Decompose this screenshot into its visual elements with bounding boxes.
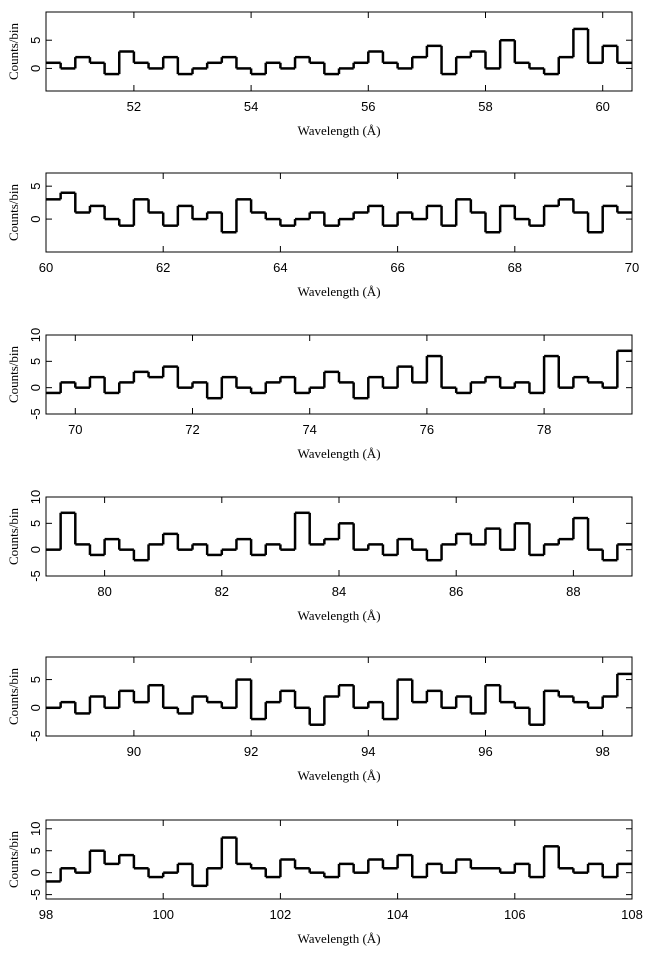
x-axis-label: Wavelength (Å): [297, 446, 380, 461]
x-tick-label: 76: [420, 422, 434, 437]
y-tick-label: 10: [28, 822, 43, 836]
plot-frame: [45, 11, 633, 92]
x-tick-label: 74: [302, 422, 316, 437]
x-tick-label: 62: [156, 260, 170, 275]
y-tick-label: -5: [28, 570, 43, 582]
x-axis-label: Wavelength (Å): [297, 284, 380, 299]
y-tick-label: -5: [28, 889, 43, 901]
x-tick-label: 96: [478, 744, 492, 759]
x-tick-label: 72: [185, 422, 199, 437]
x-tick-label: 94: [361, 744, 375, 759]
x-tick-label: 60: [595, 99, 609, 114]
x-tick-label: 90: [127, 744, 141, 759]
x-tick-label: 64: [273, 260, 287, 275]
y-tick-label: 5: [28, 37, 43, 44]
plot-frame: [45, 496, 633, 577]
y-tick-label: 5: [28, 358, 43, 365]
y-tick-label: 10: [28, 328, 43, 342]
y-tick-label: 5: [28, 676, 43, 683]
x-tick-label: 102: [270, 907, 292, 922]
y-tick-label: 5: [28, 520, 43, 527]
y-axis-label: Counts/bin: [6, 183, 21, 241]
y-tick-label: -5: [28, 730, 43, 742]
x-tick-label: 70: [625, 260, 639, 275]
x-tick-label: 98: [39, 907, 53, 922]
x-tick-label: 88: [566, 584, 580, 599]
x-tick-label: 98: [595, 744, 609, 759]
plot-frame: [45, 172, 633, 253]
x-tick-label: 84: [332, 584, 346, 599]
plot-frame: [45, 656, 633, 737]
y-tick-label: 5: [28, 847, 43, 854]
x-tick-label: 86: [449, 584, 463, 599]
y-axis-label: Counts/bin: [6, 22, 21, 80]
x-tick-label: 92: [244, 744, 258, 759]
y-tick-label: 0: [28, 546, 43, 553]
x-axis-label: Wavelength (Å): [297, 768, 380, 783]
y-tick-label: 0: [28, 384, 43, 391]
plot-frame: [45, 334, 633, 415]
x-tick-label: 106: [504, 907, 526, 922]
y-axis-label: Counts/bin: [6, 507, 21, 565]
y-tick-label: 0: [28, 869, 43, 876]
y-axis-label: Counts/bin: [6, 667, 21, 725]
x-tick-label: 58: [478, 99, 492, 114]
x-tick-label: 60: [39, 260, 53, 275]
y-tick-label: 10: [28, 490, 43, 504]
y-tick-label: 0: [28, 65, 43, 72]
x-tick-label: 104: [387, 907, 409, 922]
x-tick-label: 54: [244, 99, 258, 114]
x-tick-label: 82: [215, 584, 229, 599]
y-tick-label: -5: [28, 408, 43, 420]
x-tick-label: 70: [68, 422, 82, 437]
plot-frame: [45, 819, 633, 900]
y-axis-label: Counts/bin: [6, 830, 21, 888]
x-tick-label: 66: [390, 260, 404, 275]
y-tick-label: 5: [28, 183, 43, 190]
x-tick-label: 68: [508, 260, 522, 275]
x-axis-label: Wavelength (Å): [297, 931, 380, 946]
x-tick-label: 108: [621, 907, 643, 922]
x-tick-label: 80: [97, 584, 111, 599]
x-tick-label: 52: [127, 99, 141, 114]
x-axis-label: Wavelength (Å): [297, 608, 380, 623]
x-axis-label: Wavelength (Å): [297, 123, 380, 138]
y-axis-label: Counts/bin: [6, 345, 21, 403]
y-tick-label: 0: [28, 704, 43, 711]
x-tick-label: 100: [152, 907, 174, 922]
x-tick-label: 78: [537, 422, 551, 437]
y-tick-label: 0: [28, 215, 43, 222]
x-tick-label: 56: [361, 99, 375, 114]
